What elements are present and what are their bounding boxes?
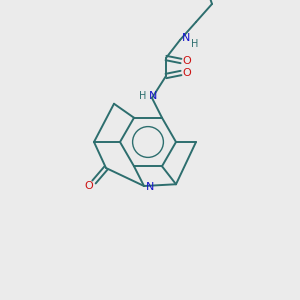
Text: N: N — [149, 91, 157, 101]
Text: N: N — [182, 33, 190, 43]
Text: H: H — [139, 91, 147, 101]
Text: O: O — [183, 56, 191, 66]
Text: N: N — [146, 182, 154, 192]
Text: O: O — [85, 181, 93, 191]
Text: O: O — [183, 68, 191, 78]
Text: H: H — [191, 39, 199, 49]
